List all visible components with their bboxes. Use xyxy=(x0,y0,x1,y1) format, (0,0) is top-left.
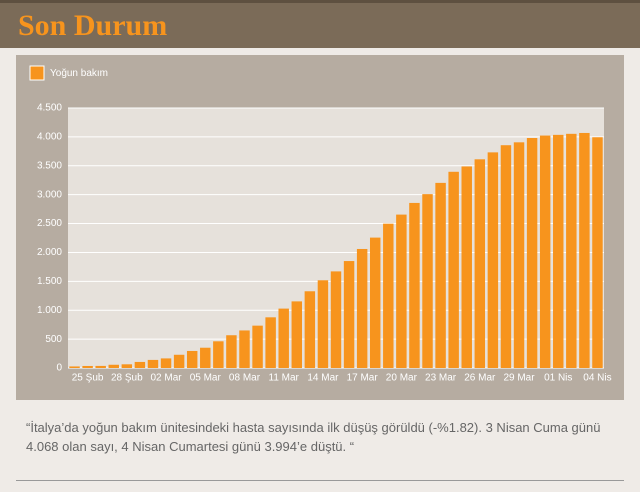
x-tick-label: 29 Mar xyxy=(503,373,535,384)
y-tick-label: 3.000 xyxy=(37,189,62,200)
bar xyxy=(553,134,564,368)
bar xyxy=(134,361,146,368)
bar xyxy=(121,364,133,368)
bar xyxy=(278,308,289,368)
y-tick-label: 2.500 xyxy=(37,218,62,229)
bar xyxy=(69,366,80,368)
bar xyxy=(304,291,316,368)
x-tick-label: 04 Nis xyxy=(583,373,611,384)
bar xyxy=(396,214,407,368)
y-tick-label: 0 xyxy=(56,363,62,374)
bar xyxy=(147,359,159,368)
bar xyxy=(487,152,499,368)
x-tick-label: 02 Mar xyxy=(150,373,182,384)
bar xyxy=(226,335,237,368)
bar xyxy=(579,132,590,368)
bar xyxy=(448,171,459,368)
divider xyxy=(16,480,624,481)
bar xyxy=(330,271,342,368)
bar xyxy=(383,223,394,368)
bar xyxy=(474,159,486,368)
y-tick-label: 1.500 xyxy=(37,276,62,287)
bar xyxy=(422,194,433,368)
y-tick-label: 500 xyxy=(45,334,62,345)
header: Son Durum xyxy=(0,0,640,48)
bar xyxy=(239,330,250,368)
x-tick-label: 08 Mar xyxy=(229,373,261,384)
bar xyxy=(82,365,93,368)
bar xyxy=(409,202,420,368)
y-tick-label: 4.000 xyxy=(37,132,62,143)
chart: Yoğun bakım 0 500 1.000 1.500 2.000 2.500 3.00… xyxy=(16,55,624,400)
bar xyxy=(317,280,329,368)
x-tick-label: 26 Mar xyxy=(464,373,496,384)
bar xyxy=(513,142,525,368)
legend-swatch xyxy=(29,65,45,81)
bar xyxy=(200,347,211,368)
bar xyxy=(356,248,368,368)
bar xyxy=(160,358,172,368)
bar xyxy=(592,137,603,368)
bar xyxy=(526,137,538,368)
bar xyxy=(369,237,381,368)
x-tick-label: 20 Mar xyxy=(386,373,418,384)
x-tick-label: 14 Mar xyxy=(307,373,339,384)
x-tick-label: 05 Mar xyxy=(190,373,222,384)
bar xyxy=(95,365,106,368)
x-tick-label: 23 Mar xyxy=(425,373,457,384)
y-tick-label: 3.500 xyxy=(37,160,62,171)
bar xyxy=(173,354,185,368)
x-tick-label: 11 Mar xyxy=(269,373,300,384)
bar xyxy=(435,182,446,368)
bar xyxy=(291,301,303,368)
legend-label: Yoğun bakım xyxy=(50,68,108,79)
title: Son Durum xyxy=(18,9,168,42)
bar xyxy=(461,166,472,368)
bar xyxy=(186,350,198,368)
bar xyxy=(566,133,577,368)
x-tick-label: 28 Şub xyxy=(111,373,143,384)
bar xyxy=(343,261,355,368)
x-tick-label: 17 Mar xyxy=(347,373,379,384)
y-tick-label: 1.000 xyxy=(37,305,62,316)
y-tick-label: 4.500 xyxy=(37,103,62,114)
x-tick-label: 01 Nis xyxy=(544,373,572,384)
x-tick-label: 25 Şub xyxy=(72,373,104,384)
note: “İtalya’da yoğun bakım ünitesindeki hast… xyxy=(26,420,601,454)
bar xyxy=(213,341,224,368)
bar xyxy=(252,325,263,368)
bar xyxy=(539,135,551,368)
bar xyxy=(500,145,512,368)
bar xyxy=(265,317,276,368)
y-tick-label: 2.000 xyxy=(37,247,62,258)
bar xyxy=(108,364,119,368)
